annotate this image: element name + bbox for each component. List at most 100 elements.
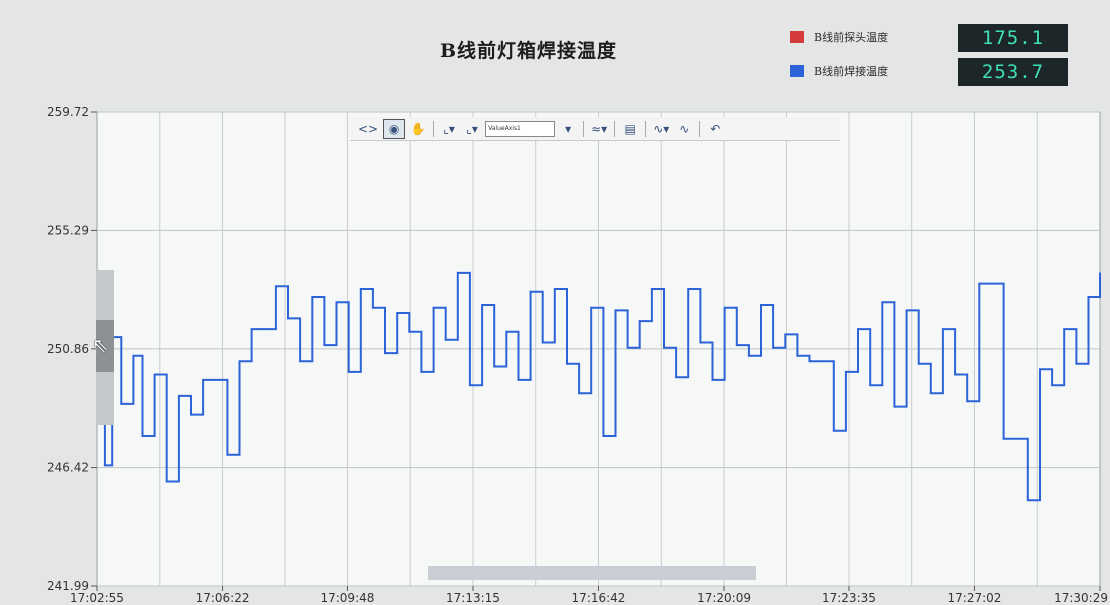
zoom-select-icon[interactable]: ◉: [383, 118, 406, 139]
data-point: [675, 376, 677, 379]
line-icon[interactable]: ∿: [679, 121, 690, 136]
data-point: [178, 395, 180, 397]
data-point: [287, 317, 289, 320]
data-point: [493, 365, 495, 368]
value-axis-select[interactable]: ValueAxis1: [485, 120, 556, 137]
data-point: [590, 306, 593, 309]
data-point: [517, 379, 520, 381]
data-point: [432, 306, 435, 309]
weld-temperature-readout: 253.7: [958, 58, 1068, 86]
data-point: [311, 296, 314, 298]
toolbar-separator: [433, 120, 435, 137]
legend-item-probe: B线前探头温度: [790, 24, 960, 52]
toolbar-separator: [699, 120, 701, 137]
data-point: [359, 288, 362, 290]
data-point: [735, 344, 738, 346]
data-point: [942, 328, 944, 330]
data-point: [796, 355, 799, 357]
select-dropdown-icon[interactable]: ▾: [565, 121, 572, 136]
data-point: [1075, 363, 1078, 365]
data-point: [275, 285, 277, 288]
x-tick-label: 17:16:42: [572, 591, 626, 605]
data-point: [541, 341, 544, 344]
data-point: [153, 373, 156, 376]
data-point: [214, 379, 217, 381]
data-point: [917, 363, 920, 365]
chart-title: B线前灯箱焊接温度: [440, 40, 618, 62]
data-point: [784, 333, 787, 336]
pan-arrows-icon[interactable]: <>: [358, 121, 379, 136]
data-point: [372, 306, 374, 309]
x-tick-label: 17:06:22: [196, 591, 250, 605]
data-point: [444, 338, 447, 341]
data-point: [529, 290, 532, 293]
data-point: [1087, 296, 1090, 298]
data-point: [481, 304, 483, 306]
data-point: [711, 379, 714, 381]
x-tick-label: 17:13:15: [446, 591, 500, 605]
toolbar-separator: [645, 120, 647, 137]
data-point: [104, 464, 106, 467]
y-axis: 259.72 255.29 250.86 246.42 241.99: [47, 105, 97, 593]
data-point: [141, 435, 144, 437]
data-point: [772, 346, 774, 349]
axis-y-icon[interactable]: ⌞▾: [466, 121, 478, 136]
data-point: [1051, 384, 1053, 387]
data-point: [966, 400, 968, 403]
data-point: [930, 392, 932, 395]
data-point: [1099, 272, 1101, 274]
chart-toolbar: <> ◉ ✋ ⌞▾ ⌞▾ ValueAxis1 ▾ ≈▾ ▤ ∿▾ ∿ ↶: [350, 117, 840, 141]
data-point: [505, 330, 508, 333]
series-group: [96, 271, 1101, 502]
data-point: [347, 371, 350, 373]
data-point: [893, 405, 896, 408]
grid-lines: [97, 111, 1100, 587]
data-point: [578, 392, 580, 395]
chart-type-icon[interactable]: ≈▾: [591, 121, 608, 136]
data-point: [651, 288, 653, 290]
legend-swatch-red: [790, 31, 804, 43]
data-point: [165, 480, 168, 483]
data-point: [905, 309, 908, 312]
data-point: [554, 288, 556, 290]
data-point: [990, 282, 993, 285]
data-point: [978, 282, 981, 285]
x-tick-label: 17:20:09: [697, 591, 751, 605]
data-point: [566, 363, 568, 365]
legend-item-weld: B线前焊接温度: [790, 58, 960, 86]
legend-label-weld: B线前焊接温度: [814, 65, 889, 78]
data-point: [457, 272, 459, 274]
data-point: [857, 328, 859, 330]
data-point: [469, 384, 471, 387]
y-tick-label: 246.42: [47, 461, 89, 475]
toolbar-separator: [583, 120, 585, 137]
horizontal-scroll-thumb[interactable]: [428, 566, 756, 580]
data-point: [723, 306, 726, 309]
data-point: [614, 309, 617, 312]
data-point: [626, 346, 629, 349]
axis-x-icon[interactable]: ⌞▾: [443, 121, 455, 136]
data-point: [845, 371, 847, 373]
data-point: [1002, 437, 1005, 440]
legend-icon[interactable]: ▤: [624, 121, 636, 136]
mouse-pointer-icon: ⇖: [92, 333, 109, 357]
probe-temperature-readout: 175.1: [958, 24, 1068, 52]
x-tick-label: 17:27:02: [948, 591, 1002, 605]
y-tick-label: 259.72: [47, 105, 89, 119]
legend-label-probe: B线前探头温度: [814, 31, 889, 44]
data-point: [869, 384, 871, 387]
data-point: [1027, 499, 1029, 501]
x-tick-label: 17:23:35: [822, 591, 876, 605]
data-point: [420, 371, 423, 373]
data-point: [881, 301, 884, 304]
data-point: [238, 360, 241, 362]
hand-icon[interactable]: ✋: [410, 121, 426, 136]
data-point: [190, 413, 192, 416]
data-point: [408, 330, 411, 333]
undo-icon[interactable]: ↶: [710, 121, 721, 136]
vertical-scroll-thumb[interactable]: [96, 320, 114, 372]
data-point: [699, 341, 702, 344]
x-tick-label: 17:09:48: [320, 591, 374, 605]
line-style-icon[interactable]: ∿▾: [653, 121, 670, 136]
